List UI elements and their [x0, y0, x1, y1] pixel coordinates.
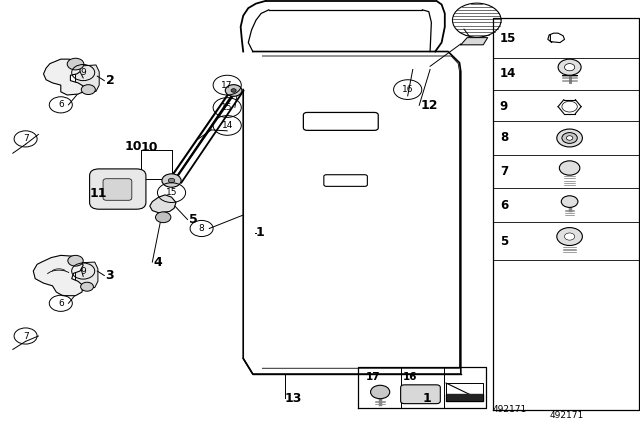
Polygon shape [150, 195, 176, 213]
Text: 492171: 492171 [549, 411, 584, 420]
Polygon shape [33, 255, 83, 296]
Polygon shape [76, 65, 99, 93]
Circle shape [566, 136, 573, 140]
FancyBboxPatch shape [324, 175, 367, 186]
Text: 14: 14 [500, 67, 516, 81]
Text: 1: 1 [256, 226, 265, 240]
Text: 7: 7 [500, 165, 508, 178]
Circle shape [559, 161, 580, 175]
Text: 10: 10 [141, 141, 158, 155]
Text: 6: 6 [58, 299, 63, 308]
Text: 3: 3 [106, 269, 114, 282]
Text: 13: 13 [285, 392, 302, 405]
Text: 7: 7 [23, 332, 28, 340]
Text: 9: 9 [81, 267, 86, 276]
Circle shape [81, 282, 93, 291]
Circle shape [68, 255, 83, 266]
Circle shape [81, 85, 95, 95]
Circle shape [168, 178, 175, 183]
Text: 16: 16 [403, 372, 418, 382]
Circle shape [561, 196, 578, 207]
Circle shape [557, 228, 582, 246]
Circle shape [67, 58, 84, 70]
Text: 15: 15 [221, 103, 233, 112]
Text: 17: 17 [366, 372, 381, 382]
Circle shape [162, 174, 181, 187]
Circle shape [156, 212, 171, 223]
Text: 14: 14 [221, 121, 233, 130]
Circle shape [564, 64, 575, 71]
Text: 1: 1 [422, 392, 431, 405]
Polygon shape [446, 394, 483, 401]
Text: 10: 10 [125, 140, 142, 154]
FancyBboxPatch shape [401, 385, 440, 404]
Circle shape [564, 233, 575, 240]
Circle shape [231, 89, 236, 92]
Text: 492171: 492171 [493, 405, 527, 414]
Text: 6: 6 [500, 198, 508, 212]
Text: 6: 6 [58, 100, 63, 109]
Text: 15: 15 [500, 31, 516, 45]
Text: 5: 5 [189, 213, 198, 226]
Text: 8: 8 [199, 224, 204, 233]
Circle shape [557, 129, 582, 147]
FancyBboxPatch shape [103, 179, 132, 200]
Circle shape [558, 59, 581, 75]
Circle shape [371, 385, 390, 399]
Text: 15: 15 [166, 188, 177, 197]
Text: 9: 9 [500, 100, 508, 113]
Text: 17: 17 [221, 81, 233, 90]
Circle shape [225, 85, 242, 96]
Circle shape [562, 133, 577, 143]
Circle shape [562, 101, 577, 112]
FancyBboxPatch shape [303, 112, 378, 130]
FancyBboxPatch shape [90, 169, 146, 209]
Text: 12: 12 [420, 99, 438, 112]
Text: 8: 8 [500, 131, 508, 145]
Text: 9: 9 [81, 68, 86, 77]
Text: 16: 16 [402, 85, 413, 94]
Polygon shape [461, 38, 488, 45]
Text: 11: 11 [90, 187, 107, 200]
Text: 7: 7 [23, 134, 28, 143]
Text: 4: 4 [154, 255, 163, 269]
Polygon shape [44, 59, 83, 95]
Polygon shape [76, 262, 98, 288]
Text: 2: 2 [106, 74, 115, 87]
Text: 5: 5 [500, 234, 508, 248]
